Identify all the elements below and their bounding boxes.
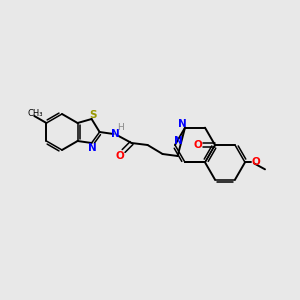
Text: N: N <box>178 119 186 129</box>
Text: H: H <box>117 122 124 131</box>
Text: N: N <box>111 129 120 139</box>
Text: N: N <box>88 143 97 153</box>
Text: O: O <box>252 157 260 167</box>
Text: O: O <box>115 151 124 161</box>
Text: S: S <box>89 110 96 120</box>
Text: N: N <box>174 136 182 146</box>
Text: CH₃: CH₃ <box>28 109 43 118</box>
Text: O: O <box>194 140 202 150</box>
